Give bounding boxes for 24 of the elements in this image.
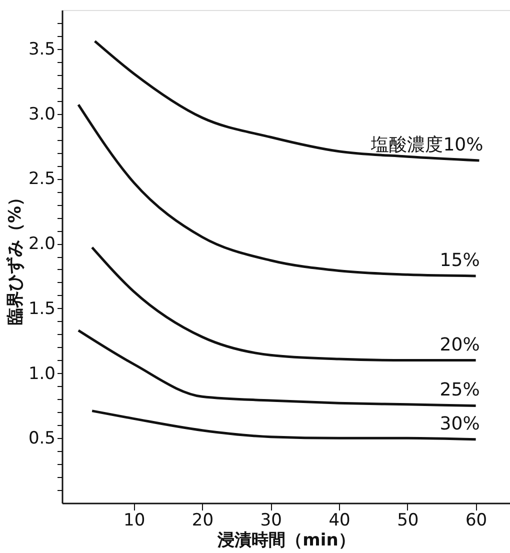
annotation: 20% <box>440 334 480 356</box>
line-series <box>94 40 480 162</box>
y-tick-label: 0.5 <box>28 428 56 449</box>
x-tick-label: 20 <box>192 510 214 530</box>
x-axis-title: 浸漬時間（min） <box>216 530 356 550</box>
line-series <box>90 410 478 441</box>
line-series <box>90 246 478 362</box>
annotation: 15% <box>440 250 480 271</box>
annotation: 塩酸濃度10% <box>370 134 484 156</box>
x-tick-label: 30 <box>260 510 282 530</box>
annotation: 25% <box>440 380 480 401</box>
y-axis-title: 臨界ひずみ（%） <box>5 188 26 326</box>
annotation: 30% <box>440 413 480 434</box>
x-tick-label: 50 <box>397 510 419 530</box>
y-tick-label: 1.5 <box>28 298 56 319</box>
x-tick-label: 60 <box>465 510 488 530</box>
y-tick-label: 2.0 <box>28 234 56 254</box>
y-tick-label: 2.5 <box>28 169 56 190</box>
x-tick-label: 40 <box>328 510 350 530</box>
line-series <box>77 329 478 407</box>
y-tick-label: 1.0 <box>28 364 56 384</box>
y-tick-label: 3.5 <box>28 39 56 60</box>
x-tick-label: 10 <box>123 510 146 530</box>
y-tick-label: 3.0 <box>28 104 56 124</box>
